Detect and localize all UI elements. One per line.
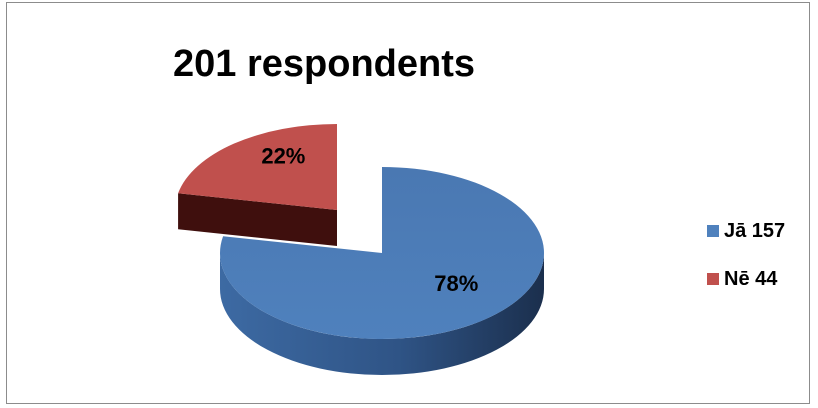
legend-swatch-ja (707, 225, 719, 237)
legend-label-ja: Jā 157 (724, 219, 786, 242)
legend-label-ne: Nē 44 (724, 267, 778, 290)
chart-area: 201 respondents 78% 22% Jā 157 (6, 2, 810, 404)
label-ja-percent: 78% (434, 271, 478, 296)
legend-item-ne: Nē 44 (707, 267, 785, 291)
legend-item-ja: Jā 157 (707, 219, 785, 243)
legend: Jā 157 Nē 44 (707, 219, 785, 315)
legend-swatch-ne (707, 273, 719, 285)
slice-ne (178, 124, 337, 210)
label-ne-percent: 22% (261, 143, 305, 168)
pie-chart: 78% 22% (178, 124, 545, 375)
chart-title: 201 respondents (173, 43, 475, 85)
slice-ja (220, 167, 545, 339)
slice-ja-side (220, 253, 544, 375)
slice-ne-cut-face (178, 193, 337, 246)
